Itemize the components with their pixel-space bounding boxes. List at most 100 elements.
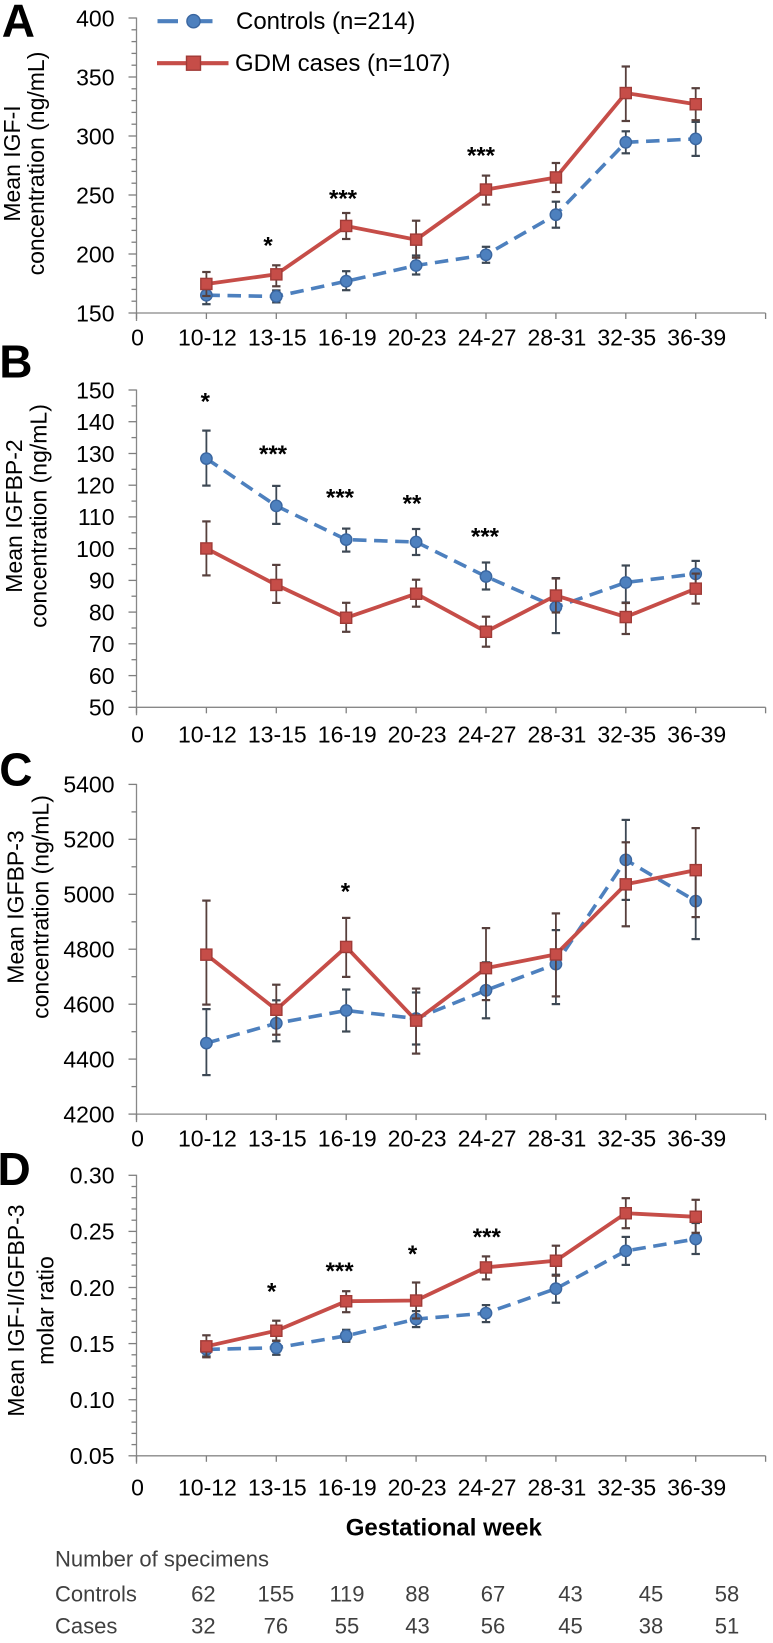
svg-text:**: **: [403, 491, 422, 518]
svg-text:*: *: [263, 233, 273, 260]
svg-text:24-27: 24-27: [458, 325, 517, 351]
svg-text:200: 200: [76, 241, 114, 267]
svg-text:Mean IGF-I: Mean IGF-I: [0, 105, 25, 221]
svg-text:155: 155: [258, 1582, 295, 1607]
svg-text:Cases: Cases: [55, 1614, 117, 1639]
svg-text:110: 110: [78, 504, 115, 530]
svg-text:45: 45: [639, 1582, 663, 1607]
svg-text:60: 60: [89, 663, 115, 689]
svg-text:5200: 5200: [63, 827, 114, 853]
svg-text:concentration (ng/mL): concentration (ng/mL): [28, 795, 54, 1019]
svg-text:36-39: 36-39: [667, 1474, 726, 1500]
svg-text:50: 50: [89, 695, 115, 721]
svg-text:4200: 4200: [63, 1101, 114, 1127]
svg-text:24-27: 24-27: [458, 722, 517, 748]
svg-text:76: 76: [264, 1614, 288, 1639]
svg-text:350: 350: [76, 64, 114, 90]
svg-text:62: 62: [191, 1582, 215, 1607]
svg-text:28-31: 28-31: [527, 1474, 586, 1500]
svg-text:13-15: 13-15: [248, 325, 307, 351]
svg-text:0.25: 0.25: [70, 1219, 115, 1245]
svg-text:32-35: 32-35: [597, 325, 656, 351]
svg-text:B: B: [0, 336, 32, 388]
svg-text:150: 150: [76, 300, 114, 326]
svg-text:16-19: 16-19: [318, 1474, 377, 1500]
svg-text:0: 0: [131, 1474, 144, 1500]
svg-text:Mean IGF-I/IGFBP-3: Mean IGF-I/IGFBP-3: [3, 1204, 29, 1416]
svg-text:55: 55: [335, 1614, 359, 1639]
svg-text:43: 43: [558, 1582, 582, 1607]
svg-text:32: 32: [191, 1614, 215, 1639]
svg-text:45: 45: [558, 1614, 582, 1639]
svg-text:Gestational week: Gestational week: [346, 1515, 543, 1542]
svg-text:concentration (ng/mL): concentration (ng/mL): [26, 404, 52, 628]
svg-text:0.05: 0.05: [70, 1443, 115, 1469]
svg-text:90: 90: [89, 568, 115, 594]
svg-text:20-23: 20-23: [388, 1126, 447, 1152]
svg-text:***: ***: [473, 1224, 502, 1251]
svg-text:140: 140: [76, 409, 114, 435]
svg-text:32-35: 32-35: [597, 722, 656, 748]
svg-text:0.20: 0.20: [70, 1275, 115, 1301]
svg-text:*: *: [201, 389, 211, 416]
svg-text:10-12: 10-12: [178, 722, 237, 748]
svg-text:43: 43: [405, 1614, 429, 1639]
svg-text:88: 88: [405, 1582, 429, 1607]
svg-text:Number of specimens: Number of specimens: [55, 1547, 269, 1572]
svg-text:250: 250: [76, 182, 114, 208]
svg-text:concentration (ng/mL): concentration (ng/mL): [23, 52, 49, 276]
svg-text:***: ***: [471, 524, 500, 551]
svg-text:D: D: [0, 1143, 31, 1195]
svg-text:100: 100: [76, 536, 114, 562]
svg-text:28-31: 28-31: [527, 1126, 586, 1152]
svg-text:molar ratio: molar ratio: [33, 1256, 59, 1365]
svg-text:*: *: [408, 1241, 418, 1268]
svg-text:16-19: 16-19: [318, 1126, 377, 1152]
svg-text:32-35: 32-35: [597, 1126, 656, 1152]
svg-text:36-39: 36-39: [667, 1126, 726, 1152]
svg-text:***: ***: [326, 485, 355, 512]
svg-text:*: *: [267, 1279, 277, 1306]
svg-text:20-23: 20-23: [388, 325, 447, 351]
svg-text:GDM cases (n=107): GDM cases (n=107): [235, 50, 450, 77]
svg-text:4600: 4600: [63, 992, 114, 1018]
svg-text:400: 400: [76, 5, 114, 31]
svg-text:36-39: 36-39: [667, 325, 726, 351]
svg-text:10-12: 10-12: [178, 325, 237, 351]
svg-text:120: 120: [76, 473, 114, 499]
svg-text:0: 0: [131, 325, 144, 351]
svg-text:4400: 4400: [63, 1046, 114, 1072]
svg-text:32-35: 32-35: [597, 1474, 656, 1500]
svg-text:130: 130: [76, 441, 114, 467]
svg-text:24-27: 24-27: [458, 1126, 517, 1152]
svg-text:300: 300: [76, 123, 114, 149]
svg-text:13-15: 13-15: [248, 1126, 307, 1152]
svg-text:16-19: 16-19: [318, 722, 377, 748]
svg-text:10-12: 10-12: [178, 1126, 237, 1152]
svg-text:*: *: [341, 879, 351, 906]
svg-text:5400: 5400: [63, 772, 114, 798]
svg-text:0: 0: [131, 1126, 144, 1152]
svg-text:13-15: 13-15: [248, 1474, 307, 1500]
svg-text:51: 51: [715, 1614, 739, 1639]
svg-text:28-31: 28-31: [527, 325, 586, 351]
svg-text:0.10: 0.10: [70, 1387, 115, 1413]
svg-text:Controls (n=214): Controls (n=214): [236, 8, 415, 35]
svg-text:70: 70: [89, 631, 115, 657]
svg-text:***: ***: [259, 441, 288, 468]
svg-text:Mean IGFBP-2: Mean IGFBP-2: [1, 439, 27, 592]
svg-text:119: 119: [329, 1582, 364, 1607]
svg-text:A: A: [2, 0, 35, 46]
svg-text:56: 56: [481, 1614, 505, 1639]
svg-text:Controls: Controls: [55, 1582, 137, 1607]
svg-text:20-23: 20-23: [388, 722, 447, 748]
svg-text:150: 150: [76, 377, 114, 403]
svg-text:***: ***: [329, 186, 358, 213]
svg-text:28-31: 28-31: [527, 722, 586, 748]
svg-text:80: 80: [89, 599, 115, 625]
svg-text:58: 58: [715, 1582, 739, 1607]
svg-text:13-15: 13-15: [248, 722, 307, 748]
svg-text:24-27: 24-27: [458, 1474, 517, 1500]
svg-text:Mean IGFBP-3: Mean IGFBP-3: [2, 830, 28, 983]
svg-text:0: 0: [131, 722, 144, 748]
